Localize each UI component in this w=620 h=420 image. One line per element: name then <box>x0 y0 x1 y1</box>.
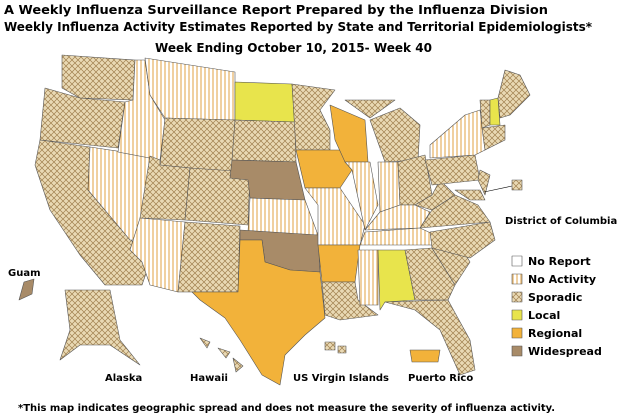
legend-label: No Activity <box>528 273 596 286</box>
title-line: Weekly Influenza Activity Estimates Repo… <box>4 20 593 34</box>
map-label: Puerto Rico <box>408 373 473 384</box>
title-line: A Weekly Influenza Surveillance Report P… <box>4 3 548 17</box>
map-label: District of Columbia <box>505 216 617 227</box>
dc-inset <box>483 179 523 193</box>
legend-label: Regional <box>528 327 582 340</box>
map-label: Alaska <box>105 373 142 384</box>
territories <box>18 278 441 373</box>
legend-swatch <box>511 309 523 321</box>
map-label: Guam <box>8 268 41 279</box>
legend-label: Sporadic <box>528 291 582 304</box>
footnote: *This map indicates geographic spread an… <box>18 403 555 414</box>
legend-swatch <box>511 291 523 303</box>
legend-label: Widespread <box>528 345 602 358</box>
subtitle: Week Ending October 10, 2015- Week 40 <box>155 41 432 55</box>
legend-swatch <box>511 273 523 285</box>
legend-label: No Report <box>528 255 591 268</box>
legend: No Report No Activity Sporadic Local Reg… <box>511 255 602 358</box>
map-label: US Virgin Islands <box>293 373 389 384</box>
map-label: Hawaii <box>190 373 228 384</box>
legend-swatch <box>511 327 523 339</box>
us-map <box>34 54 531 386</box>
legend-swatch <box>511 255 523 267</box>
legend-swatch <box>511 345 523 357</box>
legend-label: Local <box>528 309 560 322</box>
